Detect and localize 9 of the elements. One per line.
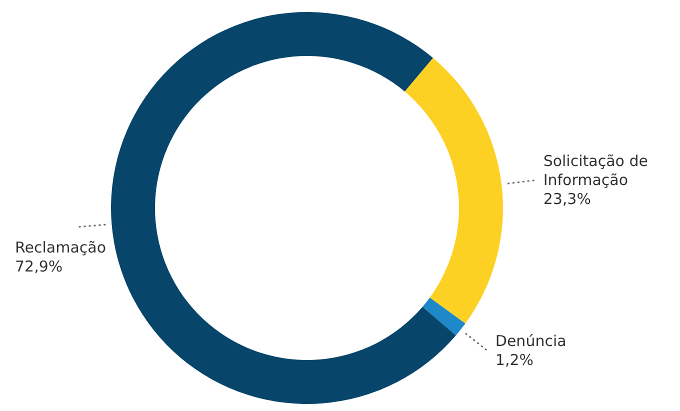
data-label: 23,3% bbox=[543, 190, 591, 208]
data-label: 72,9% bbox=[15, 257, 63, 276]
slice-label: Solicitação de Informação bbox=[543, 152, 648, 190]
donut-slice bbox=[422, 298, 466, 336]
donut-slice bbox=[111, 12, 456, 404]
slice-label: Denúncia bbox=[495, 332, 566, 350]
slice-label: Reclamação bbox=[15, 238, 106, 256]
data-label: 1,2% bbox=[495, 351, 534, 370]
donut-slice bbox=[404, 58, 503, 324]
